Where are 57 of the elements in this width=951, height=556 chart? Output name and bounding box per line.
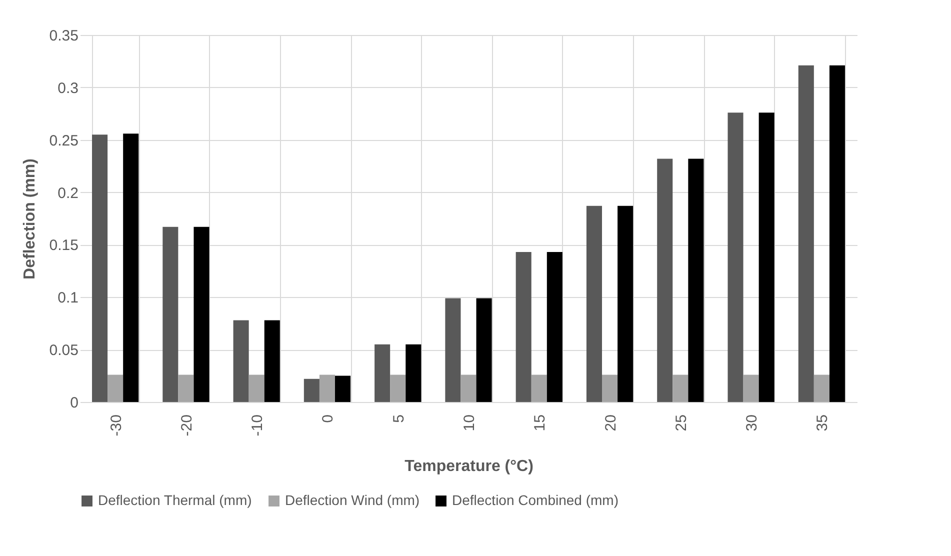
bar [798,65,814,402]
bar [618,206,634,402]
y-tick-label: 0 [70,394,78,412]
bar [602,374,618,402]
bar [688,158,704,402]
x-axis-title: Temperature (°C) [404,458,534,476]
bar [178,374,194,402]
bar [264,320,280,402]
bar [162,226,178,402]
bar [829,65,845,402]
x-tick-label: -10 [249,414,266,436]
y-tick-label: 0.25 [49,132,78,150]
x-tick-label: 25 [672,414,690,432]
bar [531,374,547,402]
bar [814,374,830,402]
bar [728,112,744,402]
bar [546,252,562,402]
y-tick-label: 0.1 [58,290,78,307]
legend-label: Deflection Wind (mm) [285,492,420,508]
bar [406,344,422,402]
bar [476,298,492,402]
bar [758,112,774,402]
x-tick-label: 35 [814,414,832,432]
y-tick-label: 0.35 [49,28,78,44]
x-tick-label: -20 [178,414,196,436]
bar [586,206,602,402]
x-tick-label: 30 [744,414,761,432]
bar [233,320,249,402]
bar [657,158,673,402]
y-tick-label: 0.15 [49,237,78,254]
bar [123,134,139,402]
bar [743,374,759,402]
y-tick-label: 0.3 [58,80,78,97]
bar [248,374,264,402]
x-tick-label: 10 [461,414,478,432]
bar [194,226,210,402]
bar [672,374,688,402]
y-tick-label: 0.2 [58,184,78,202]
x-tick-label: 5 [390,414,408,423]
bar [390,374,406,402]
bar [445,298,461,402]
x-tick-label: -30 [108,414,125,436]
bar [92,134,108,402]
bar [304,378,320,402]
x-tick-label: 20 [602,414,620,432]
y-tick-label: 0.05 [49,342,78,360]
x-tick-label: 0 [320,414,337,423]
bar [319,374,335,402]
bar [460,374,476,402]
x-tick-label: 15 [532,414,549,432]
bar [374,344,390,402]
legend-label: Deflection Combined (mm) [452,492,618,508]
legend-label: Deflection Thermal (mm) [98,492,252,508]
bar [516,252,532,402]
y-axis-title: Deflection (mm) [21,158,38,280]
bar [108,374,124,402]
bar [334,376,351,402]
